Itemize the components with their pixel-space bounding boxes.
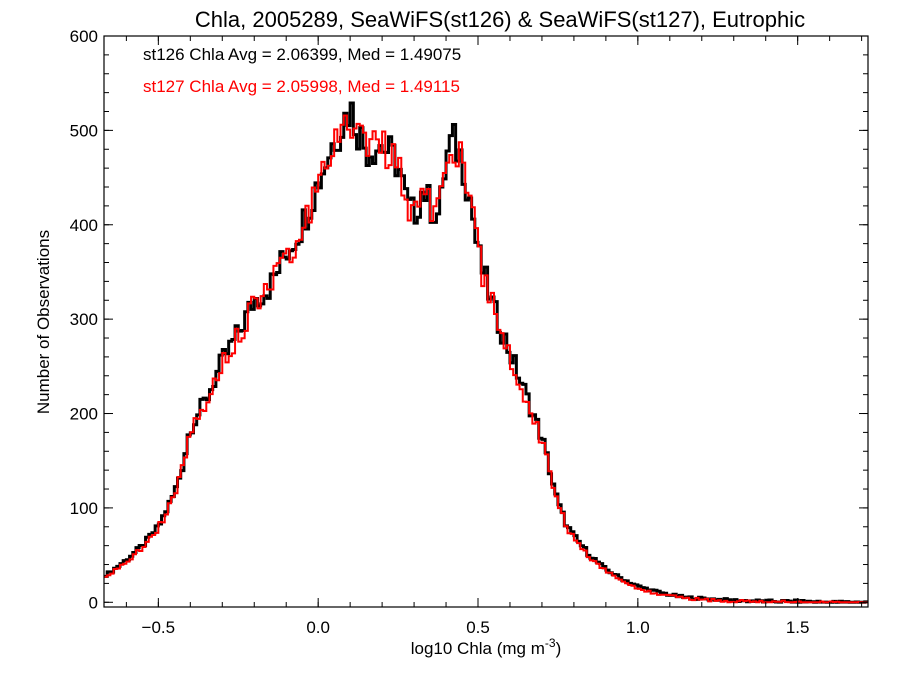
- y-tick-label: 300: [70, 310, 98, 329]
- x-tick-label: 1.0: [626, 618, 650, 637]
- y-tick-label: 500: [70, 121, 98, 140]
- x-tick-label: 0.0: [306, 618, 330, 637]
- y-tick-label: 400: [70, 216, 98, 235]
- x-tick-label: 0.5: [466, 618, 490, 637]
- y-tick-label: 600: [70, 27, 98, 46]
- plot-frame: [103, 35, 869, 608]
- series-st127-line: [104, 114, 868, 604]
- x-tick-label: −0.5: [142, 618, 176, 637]
- annotation-st127: st127 Chla Avg = 2.05998, Med = 1.49115: [143, 77, 460, 96]
- x-tick-label: 1.5: [786, 618, 810, 637]
- y-tick-label: 200: [70, 405, 98, 424]
- y-tick-label: 0: [89, 593, 98, 612]
- y-axis-label: Number of Observations: [34, 230, 53, 414]
- chart-title: Chla, 2005289, SeaWiFS(st126) & SeaWiFS(…: [195, 7, 805, 32]
- series-st126-line: [104, 101, 868, 604]
- annotation-st126: st126 Chla Avg = 2.06399, Med = 1.49075: [143, 45, 461, 64]
- x-axis-label: log10 Chla (mg m-3): [411, 636, 562, 658]
- y-tick-label: 100: [70, 499, 98, 518]
